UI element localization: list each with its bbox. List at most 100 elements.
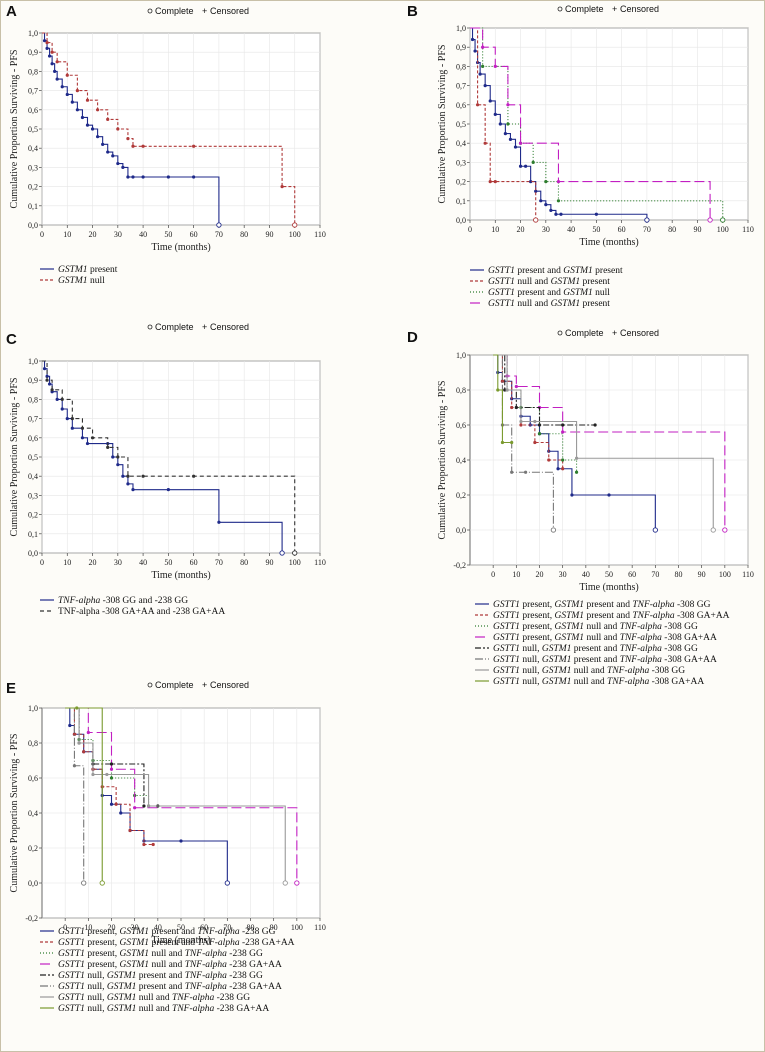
legend-text-part: GSTT1 xyxy=(493,622,520,632)
legend-text-part: present xyxy=(88,265,118,275)
legend-text-part: -308 GA+AA xyxy=(662,633,717,643)
x-tick-label: 100 xyxy=(719,570,731,579)
censor-mark xyxy=(556,467,560,471)
censor-mark xyxy=(70,426,74,430)
censor-mark xyxy=(518,164,523,168)
legend-entry: GSTT1 null and GSTM1 present xyxy=(488,299,610,309)
km-curve xyxy=(470,27,648,220)
x-tick-label: 30 xyxy=(559,570,567,579)
y-tick-label: 0,8 xyxy=(28,395,38,404)
censor-mark xyxy=(91,772,95,777)
panel-letter: B xyxy=(407,3,418,20)
legend-text-part: present xyxy=(593,266,623,276)
y-tick-label: 1,0 xyxy=(28,29,38,38)
km-curve xyxy=(42,360,296,553)
legend-text-part: null, xyxy=(85,971,107,981)
y-tick-label: 0,5 xyxy=(28,125,38,134)
complete-mark xyxy=(292,222,298,228)
x-tick-label: 110 xyxy=(314,230,326,239)
legend-text-part: null and xyxy=(515,299,551,309)
legend-entry: GSTT1 present, GSTM1 present and TNF-alp… xyxy=(58,927,276,937)
censor-mark xyxy=(544,203,548,207)
x-tick-label: 10 xyxy=(491,225,499,234)
complete-marker-icon xyxy=(147,8,153,14)
censor-mark xyxy=(500,440,505,445)
legend-text-part: present and xyxy=(515,266,563,276)
censor-mark xyxy=(519,423,523,427)
legend-text-part: TNF-alpha xyxy=(58,596,100,606)
legend-text-part: TNF-alpha xyxy=(185,949,227,959)
x-tick-label: 0 xyxy=(63,923,67,932)
legend-text-part: GSTM1 xyxy=(555,600,585,610)
censored-marker-icon: + xyxy=(612,328,617,338)
censored-marker-icon: + xyxy=(612,4,617,14)
x-tick-label: 40 xyxy=(567,225,575,234)
x-tick-label: 10 xyxy=(63,230,71,239)
censor-mark xyxy=(537,432,542,436)
censor-mark xyxy=(85,441,90,446)
legend-text-part: TNF-alpha xyxy=(607,677,649,687)
censored-label: Censored xyxy=(210,680,249,690)
x-tick-label: 20 xyxy=(89,230,97,239)
y-tick-label: 0,0 xyxy=(28,879,38,888)
complete-mark xyxy=(224,880,230,886)
complete-mark xyxy=(294,880,300,886)
censor-mark xyxy=(133,806,137,810)
legend-entry: GSTM1 null xyxy=(58,276,105,286)
legend-entry: GSTT1 null, GSTM1 null and TNF-alpha -30… xyxy=(493,677,704,687)
panel-letter: C xyxy=(6,331,17,348)
legend-text-part: null and xyxy=(584,622,620,632)
x-tick-label: 20 xyxy=(517,225,525,234)
legend-entry: GSTT1 present, GSTM1 null and TNF-alpha … xyxy=(493,622,698,632)
y-tick-label: 0,8 xyxy=(456,62,466,71)
censor-mark xyxy=(498,122,502,126)
legend-text-part: GSTM1 xyxy=(107,993,137,1003)
censor-mark xyxy=(533,419,537,424)
censor-mark xyxy=(60,397,64,401)
legend-text-part: null and xyxy=(571,666,607,676)
legend-text-part: GSTT1 xyxy=(488,299,515,309)
censor-mark xyxy=(514,384,518,389)
y-tick-label: 0,4 xyxy=(28,472,38,481)
censor-mark xyxy=(607,493,611,497)
legend-text-part: -308 GG and -238 GG xyxy=(100,596,188,606)
censor-mark xyxy=(470,37,475,42)
legend-text-part: GSTT1 xyxy=(493,611,520,621)
legend-text-part: GSTM1 xyxy=(542,655,572,665)
complete-censored-legend: Complete + Censored xyxy=(147,322,249,332)
censor-mark xyxy=(475,103,480,107)
complete-mark xyxy=(279,550,285,556)
x-tick-label: 30 xyxy=(542,225,550,234)
censor-mark xyxy=(179,839,183,843)
complete-marker-icon xyxy=(557,330,563,336)
legend-text-part: GSTM1 xyxy=(120,949,150,959)
y-axis-label: Cumulative Proportion Surviving - PFS xyxy=(9,378,20,537)
censor-mark xyxy=(72,764,77,768)
y-tick-label: 0,9 xyxy=(456,43,466,52)
x-tick-label: 110 xyxy=(742,570,754,579)
censor-mark xyxy=(106,150,110,154)
censor-mark xyxy=(192,474,196,478)
censor-mark xyxy=(126,474,130,478)
censor-mark xyxy=(131,144,135,148)
y-tick-label: 1,0 xyxy=(28,704,38,713)
legend-text-part: null xyxy=(593,288,611,298)
censor-mark xyxy=(505,388,509,392)
censor-mark xyxy=(75,89,79,93)
censor-mark xyxy=(524,470,528,474)
legend-text-part: TNF-alpha -308 GA+AA and -238 GA+AA xyxy=(58,607,225,617)
censor-mark xyxy=(554,212,558,216)
censor-mark xyxy=(518,141,523,145)
y-tick-label: 0,4 xyxy=(28,144,38,153)
censor-mark xyxy=(85,98,90,102)
legend-text-part: TNF-alpha xyxy=(632,611,674,621)
legend-text-part: GSTT1 xyxy=(493,666,520,676)
legend-text-part: GSTT1 xyxy=(58,927,85,937)
censor-mark xyxy=(483,84,487,88)
censor-mark xyxy=(510,405,514,410)
x-tick-label: 40 xyxy=(582,570,590,579)
legend-text-part: present, xyxy=(520,622,555,632)
censor-mark xyxy=(534,189,538,193)
censor-mark xyxy=(510,470,514,474)
